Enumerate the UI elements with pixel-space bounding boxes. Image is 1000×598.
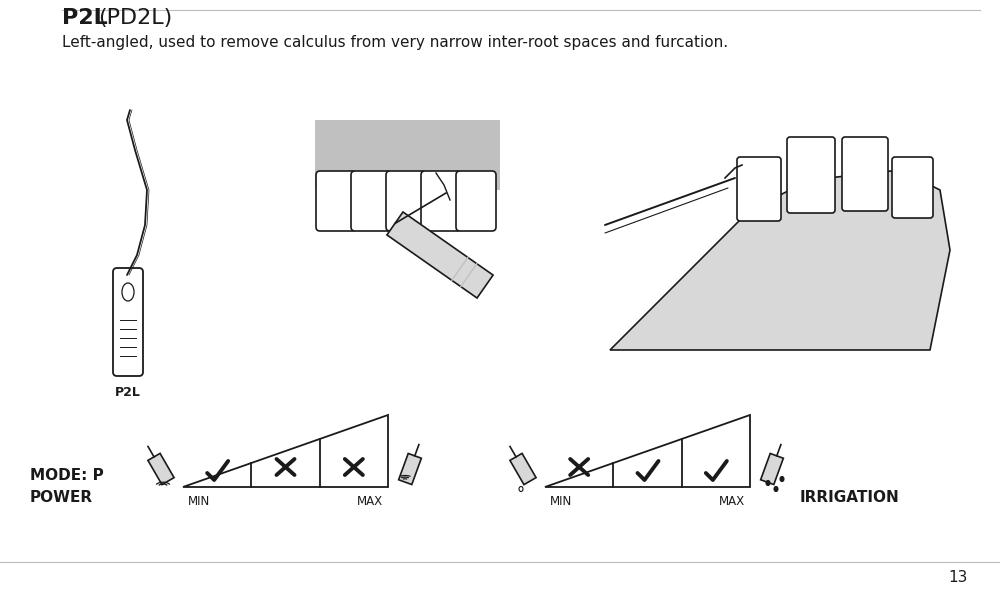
Ellipse shape (774, 487, 778, 492)
FancyBboxPatch shape (351, 171, 391, 231)
FancyBboxPatch shape (316, 171, 356, 231)
Text: MAX: MAX (357, 495, 383, 508)
Text: MAX: MAX (719, 495, 745, 508)
FancyBboxPatch shape (737, 157, 781, 221)
Text: 13: 13 (949, 570, 968, 585)
Polygon shape (510, 453, 536, 484)
Polygon shape (148, 453, 174, 484)
FancyBboxPatch shape (421, 171, 461, 231)
Text: Left-angled, used to remove calculus from very narrow inter-root spaces and furc: Left-angled, used to remove calculus fro… (62, 35, 728, 50)
Text: P2L: P2L (115, 386, 141, 399)
Text: P2L: P2L (62, 8, 108, 28)
Polygon shape (545, 415, 750, 487)
Polygon shape (761, 453, 783, 484)
Ellipse shape (122, 283, 134, 301)
FancyBboxPatch shape (113, 268, 143, 376)
FancyBboxPatch shape (787, 137, 835, 213)
Polygon shape (183, 415, 388, 487)
Text: IRRIGATION: IRRIGATION (800, 490, 900, 505)
FancyBboxPatch shape (386, 171, 426, 231)
Text: (PD2L): (PD2L) (98, 8, 172, 28)
FancyBboxPatch shape (456, 171, 496, 231)
Polygon shape (387, 212, 493, 298)
Polygon shape (610, 170, 950, 350)
Text: MODE: P: MODE: P (30, 468, 104, 483)
FancyBboxPatch shape (842, 137, 888, 211)
FancyBboxPatch shape (892, 157, 933, 218)
Bar (315, 120, 500, 190)
Text: MIN: MIN (550, 495, 572, 508)
Text: POWER: POWER (30, 490, 93, 505)
Ellipse shape (780, 477, 784, 481)
Text: MIN: MIN (188, 495, 210, 508)
Ellipse shape (766, 481, 770, 486)
Polygon shape (399, 453, 421, 484)
